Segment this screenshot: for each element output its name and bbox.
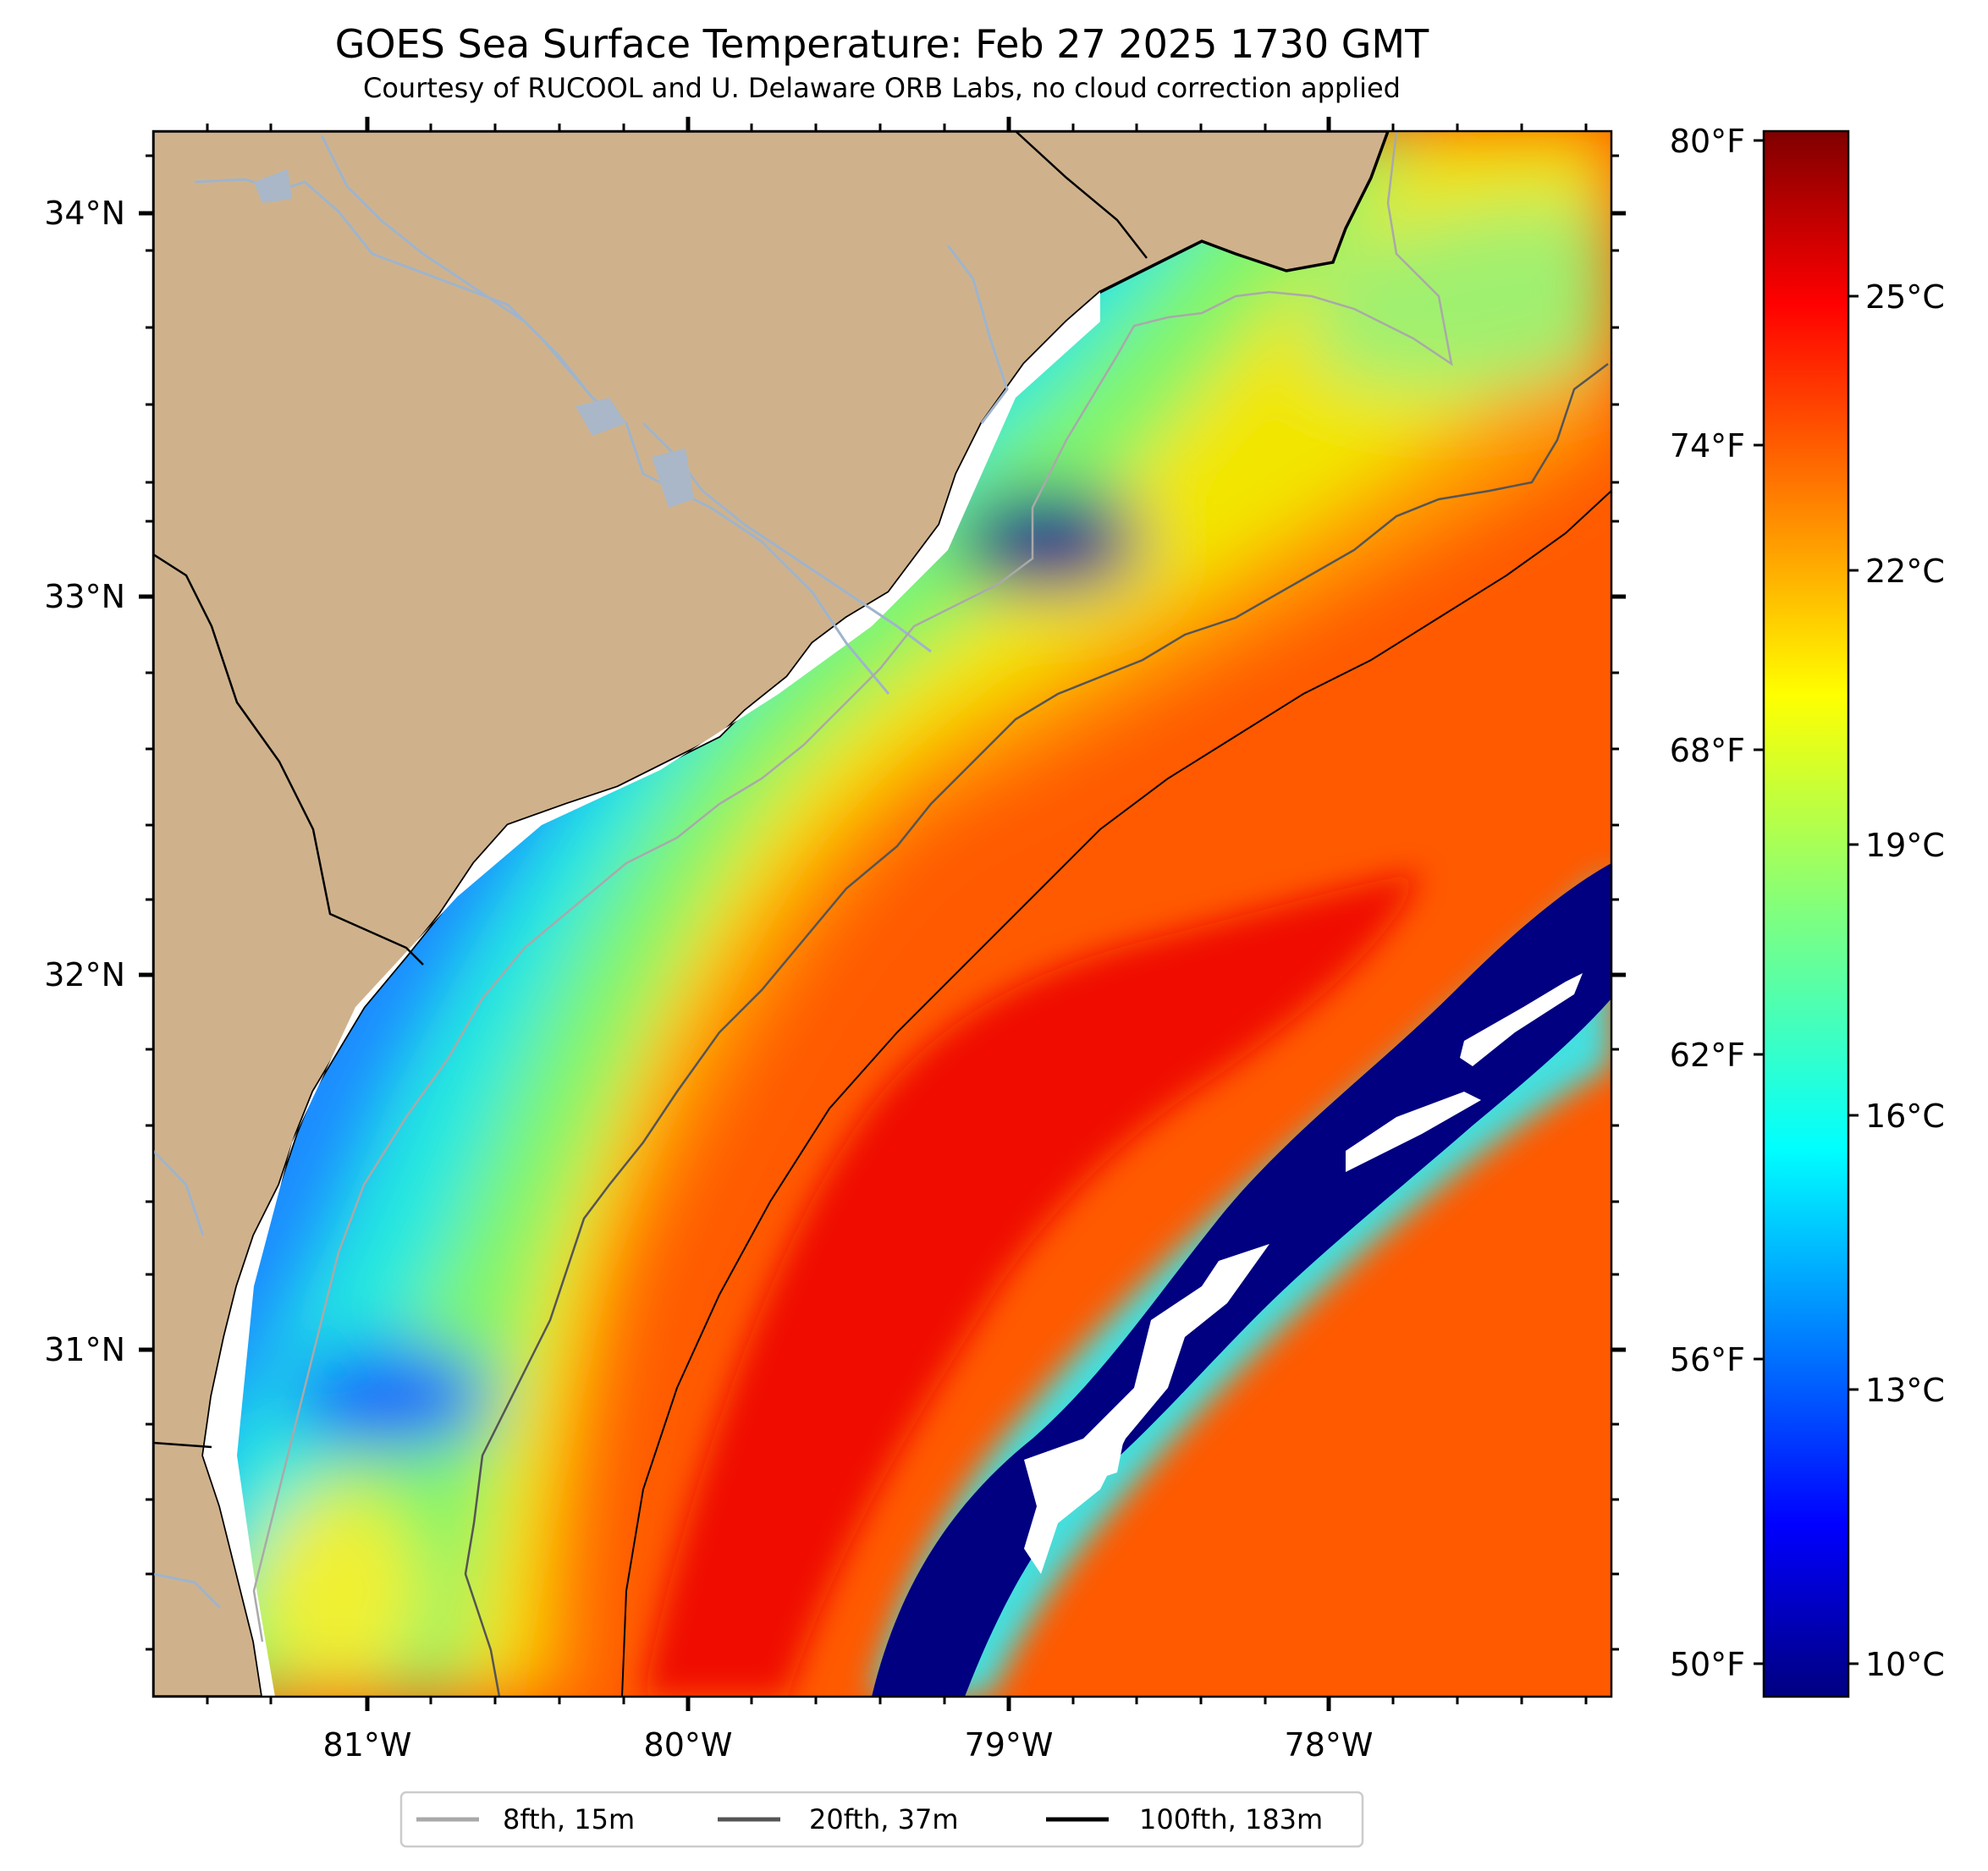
isobath-8fth	[252, 131, 1453, 1643]
lat-label-32n: 32°N	[44, 956, 125, 993]
lakes	[254, 169, 694, 508]
colorbar-ticks-f	[1754, 139, 1764, 1665]
isobath-legend: 8fth, 15m 20fth, 37m 100fth, 183m	[399, 1791, 1364, 1848]
cloud-mask	[1024, 973, 1583, 1574]
colorbar-label-19c: 19°C	[1865, 827, 1945, 864]
colorbar-label-16c: 16°C	[1865, 1098, 1945, 1135]
state-border	[153, 553, 424, 966]
lon-label-81w: 81°W	[323, 1726, 412, 1764]
isobath-100fth	[621, 490, 1611, 1697]
colorbar-label-13c: 13°C	[1865, 1372, 1945, 1409]
colorbar-label-62f: 62°F	[1670, 1037, 1745, 1074]
colorbar-label-80f: 80°F	[1670, 123, 1745, 160]
lon-label-79w: 79°W	[965, 1726, 1054, 1764]
legend-frame	[399, 1791, 1364, 1848]
legend-label-20fth: 20fth, 37m	[809, 1803, 958, 1835]
fl-border	[153, 1441, 212, 1449]
colorbar-label-25c: 25°C	[1865, 278, 1945, 316]
colorbar-label-74f: 74°F	[1670, 427, 1745, 465]
lat-label-31n: 31°N	[44, 1331, 125, 1368]
legend-label-8fth: 8fth, 15m	[503, 1803, 635, 1835]
lon-label-80w: 80°W	[644, 1726, 733, 1764]
colorbar-label-56f: 56°F	[1670, 1341, 1745, 1378]
lat-label-33n: 33°N	[44, 578, 125, 615]
isobath-20fth	[464, 363, 1609, 1697]
lon-label-78w: 78°W	[1285, 1726, 1374, 1764]
colorbar-ticks-c	[1848, 294, 1859, 1665]
colorbar-label-68f: 68°F	[1670, 732, 1745, 769]
map-frame	[151, 129, 1613, 1698]
nc-border	[1015, 131, 1148, 259]
map-area	[153, 131, 1611, 1697]
legend-label-100fth: 100fth, 183m	[1139, 1803, 1323, 1835]
lon-minor-ticks	[206, 124, 1588, 1704]
page-subtitle: Courtesy of RUCOOL and U. Delaware ORB L…	[363, 72, 1401, 104]
colorbar	[1762, 129, 1850, 1698]
lat-ticks	[139, 211, 1626, 1352]
colorbar-label-50f: 50°F	[1670, 1646, 1745, 1683]
lon-ticks	[365, 117, 1331, 1711]
colorbar-label-10c: 10°C	[1865, 1646, 1945, 1683]
lat-label-34n: 34°N	[44, 195, 125, 232]
page-title: GOES Sea Surface Temperature: Feb 27 202…	[335, 21, 1429, 67]
colorbar-label-22c: 22°C	[1865, 553, 1945, 590]
lat-minor-ticks	[146, 154, 1619, 1651]
